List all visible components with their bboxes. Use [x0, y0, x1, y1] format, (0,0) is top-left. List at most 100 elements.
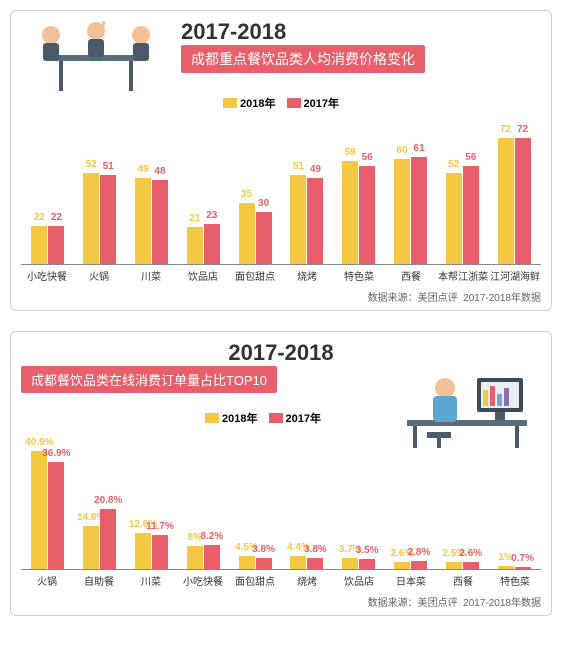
desk-illustration [397, 360, 537, 450]
chart2-header: 2017-2018 成都餐饮品类在线消费订单量占比TOP10 [21, 340, 541, 404]
x-label: 本帮江浙菜 [437, 268, 489, 283]
bar-group: 5256 [437, 166, 487, 264]
bar-value: 20.8% [94, 495, 122, 506]
bar-value: 3.8% [304, 544, 327, 555]
bar-y2018: 49 [135, 178, 151, 264]
bar-value: 59 [345, 147, 356, 158]
x-label: 特色菜 [333, 268, 385, 283]
bar-group: 6061 [386, 157, 436, 264]
bar-value: 21 [189, 213, 200, 224]
bar-value: 49 [310, 164, 321, 175]
chart1-year: 2017-2018 [181, 19, 425, 45]
bar-y2017: 3.5% [359, 559, 375, 569]
chart2-source: 数据来源：美团点评 2017-2018年数据 [21, 594, 541, 609]
bar-group: 14.8%20.8% [75, 509, 125, 569]
bar-value: 30 [258, 198, 269, 209]
bar-group: 2.6%2.8% [386, 561, 436, 569]
bar-group: 2222 [23, 226, 73, 265]
x-label: 江河湖海鲜 [489, 268, 541, 283]
bar-y2017: 0.7% [515, 567, 531, 569]
bar-y2018: 52 [446, 173, 462, 264]
legend-2017-box [287, 98, 301, 108]
x-label: 日本菜 [385, 573, 437, 588]
meeting-illustration [21, 15, 171, 95]
bar-y2018: 51 [290, 175, 306, 264]
price-change-chart: 2017-2018 成都重点餐饮品类人均消费价格变化 2018年 2017年 2… [10, 10, 552, 311]
chart1-x-labels: 小吃快餐火锅川菜饮品店面包甜点烧烤特色菜西餐本帮江浙菜江河湖海鲜 [21, 268, 541, 283]
legend-2018-box [205, 413, 219, 423]
bar-y2018: 60 [394, 159, 410, 264]
bar-group: 2123 [178, 224, 228, 264]
bar-value: 72 [500, 124, 511, 135]
bar-y2017: 22 [48, 226, 64, 265]
bar-y2018: 52 [83, 173, 99, 264]
chart1-source: 数据来源：美团点评 2017-2018年数据 [21, 289, 541, 304]
chart1-subtitle: 成都重点餐饮品类人均消费价格变化 [181, 45, 425, 73]
bar-value: 23 [206, 210, 217, 221]
bar-y2018: 12.6% [135, 533, 151, 569]
bar-y2018: 2.5% [446, 562, 462, 569]
bar-value: 22 [51, 212, 62, 223]
bar-y2018: 4.5% [239, 556, 255, 569]
chart2-subtitle: 成都餐饮品类在线消费订单量占比TOP10 [21, 366, 277, 393]
bar-value: 61 [413, 143, 424, 154]
bar-value: 51 [293, 161, 304, 172]
bar-y2017: 2.8% [411, 561, 427, 569]
bar-y2018: 59 [342, 161, 358, 264]
bar-y2017: 30 [256, 212, 272, 265]
bar-value: 11.7% [146, 521, 174, 532]
x-label: 火锅 [21, 573, 73, 588]
bar-y2018: 8% [187, 546, 203, 569]
bar-value: 35 [241, 189, 252, 200]
bar-y2017: 56 [463, 166, 479, 264]
bar-value: 3.5% [356, 545, 379, 556]
x-label: 特色菜 [489, 573, 541, 588]
bar-value: 72 [517, 124, 528, 135]
bar-group: 12.6%11.7% [127, 533, 177, 569]
bar-value: 49 [137, 164, 148, 175]
x-label: 烧烤 [281, 268, 333, 283]
bar-value: 52 [448, 159, 459, 170]
bar-value: 56 [465, 152, 476, 163]
bar-group: 5149 [282, 175, 332, 264]
bar-y2018: 22 [31, 226, 47, 265]
bar-y2018: 1% [498, 566, 514, 569]
chart2-x-labels: 火锅自助餐川菜小吃快餐面包甜点烧烤饮品店日本菜西餐特色菜 [21, 573, 541, 588]
bar-y2017: 48 [152, 180, 168, 264]
x-label: 西餐 [385, 268, 437, 283]
bar-value: 40.9% [25, 437, 53, 448]
x-label: 火锅 [73, 268, 125, 283]
bar-y2017: 3.8% [256, 558, 272, 569]
bar-value: 60 [396, 145, 407, 156]
bar-value: 2.8% [408, 547, 431, 558]
x-label: 面包甜点 [229, 268, 281, 283]
bar-y2018: 2.6% [394, 562, 410, 570]
bar-value: 0.7% [511, 553, 534, 564]
bar-y2018: 72 [498, 138, 514, 264]
chart1-bars: 2222525149482123353051495956606152567272 [21, 115, 541, 265]
bar-group: 40.9%36.9% [23, 451, 73, 569]
legend-2017-box [269, 413, 283, 423]
bar-y2017: 56 [359, 166, 375, 264]
bar-group: 8%8.2% [178, 545, 228, 569]
bar-y2017: 36.9% [48, 462, 64, 569]
bar-y2018: 35 [239, 203, 255, 264]
bar-y2018: 21 [187, 227, 203, 264]
bar-group: 7272 [489, 138, 539, 264]
bar-y2018: 40.9% [31, 451, 47, 569]
x-label: 西餐 [437, 573, 489, 588]
x-label: 烧烤 [281, 573, 333, 588]
legend-2018-box [223, 98, 237, 108]
bar-y2017: 8.2% [204, 545, 220, 569]
bar-group: 4.4%3.8% [282, 556, 332, 569]
x-label: 川菜 [125, 268, 177, 283]
x-label: 饮品店 [333, 573, 385, 588]
chart1-legend: 2018年 2017年 [21, 95, 541, 111]
bar-y2017: 20.8% [100, 509, 116, 569]
chart1-header: 2017-2018 成都重点餐饮品类人均消费价格变化 [21, 19, 541, 89]
bar-y2018: 4.4% [290, 556, 306, 569]
bar-group: 4948 [127, 178, 177, 264]
bar-y2018: 14.8% [83, 526, 99, 569]
x-label: 小吃快餐 [177, 573, 229, 588]
bar-y2017: 51 [100, 175, 116, 264]
